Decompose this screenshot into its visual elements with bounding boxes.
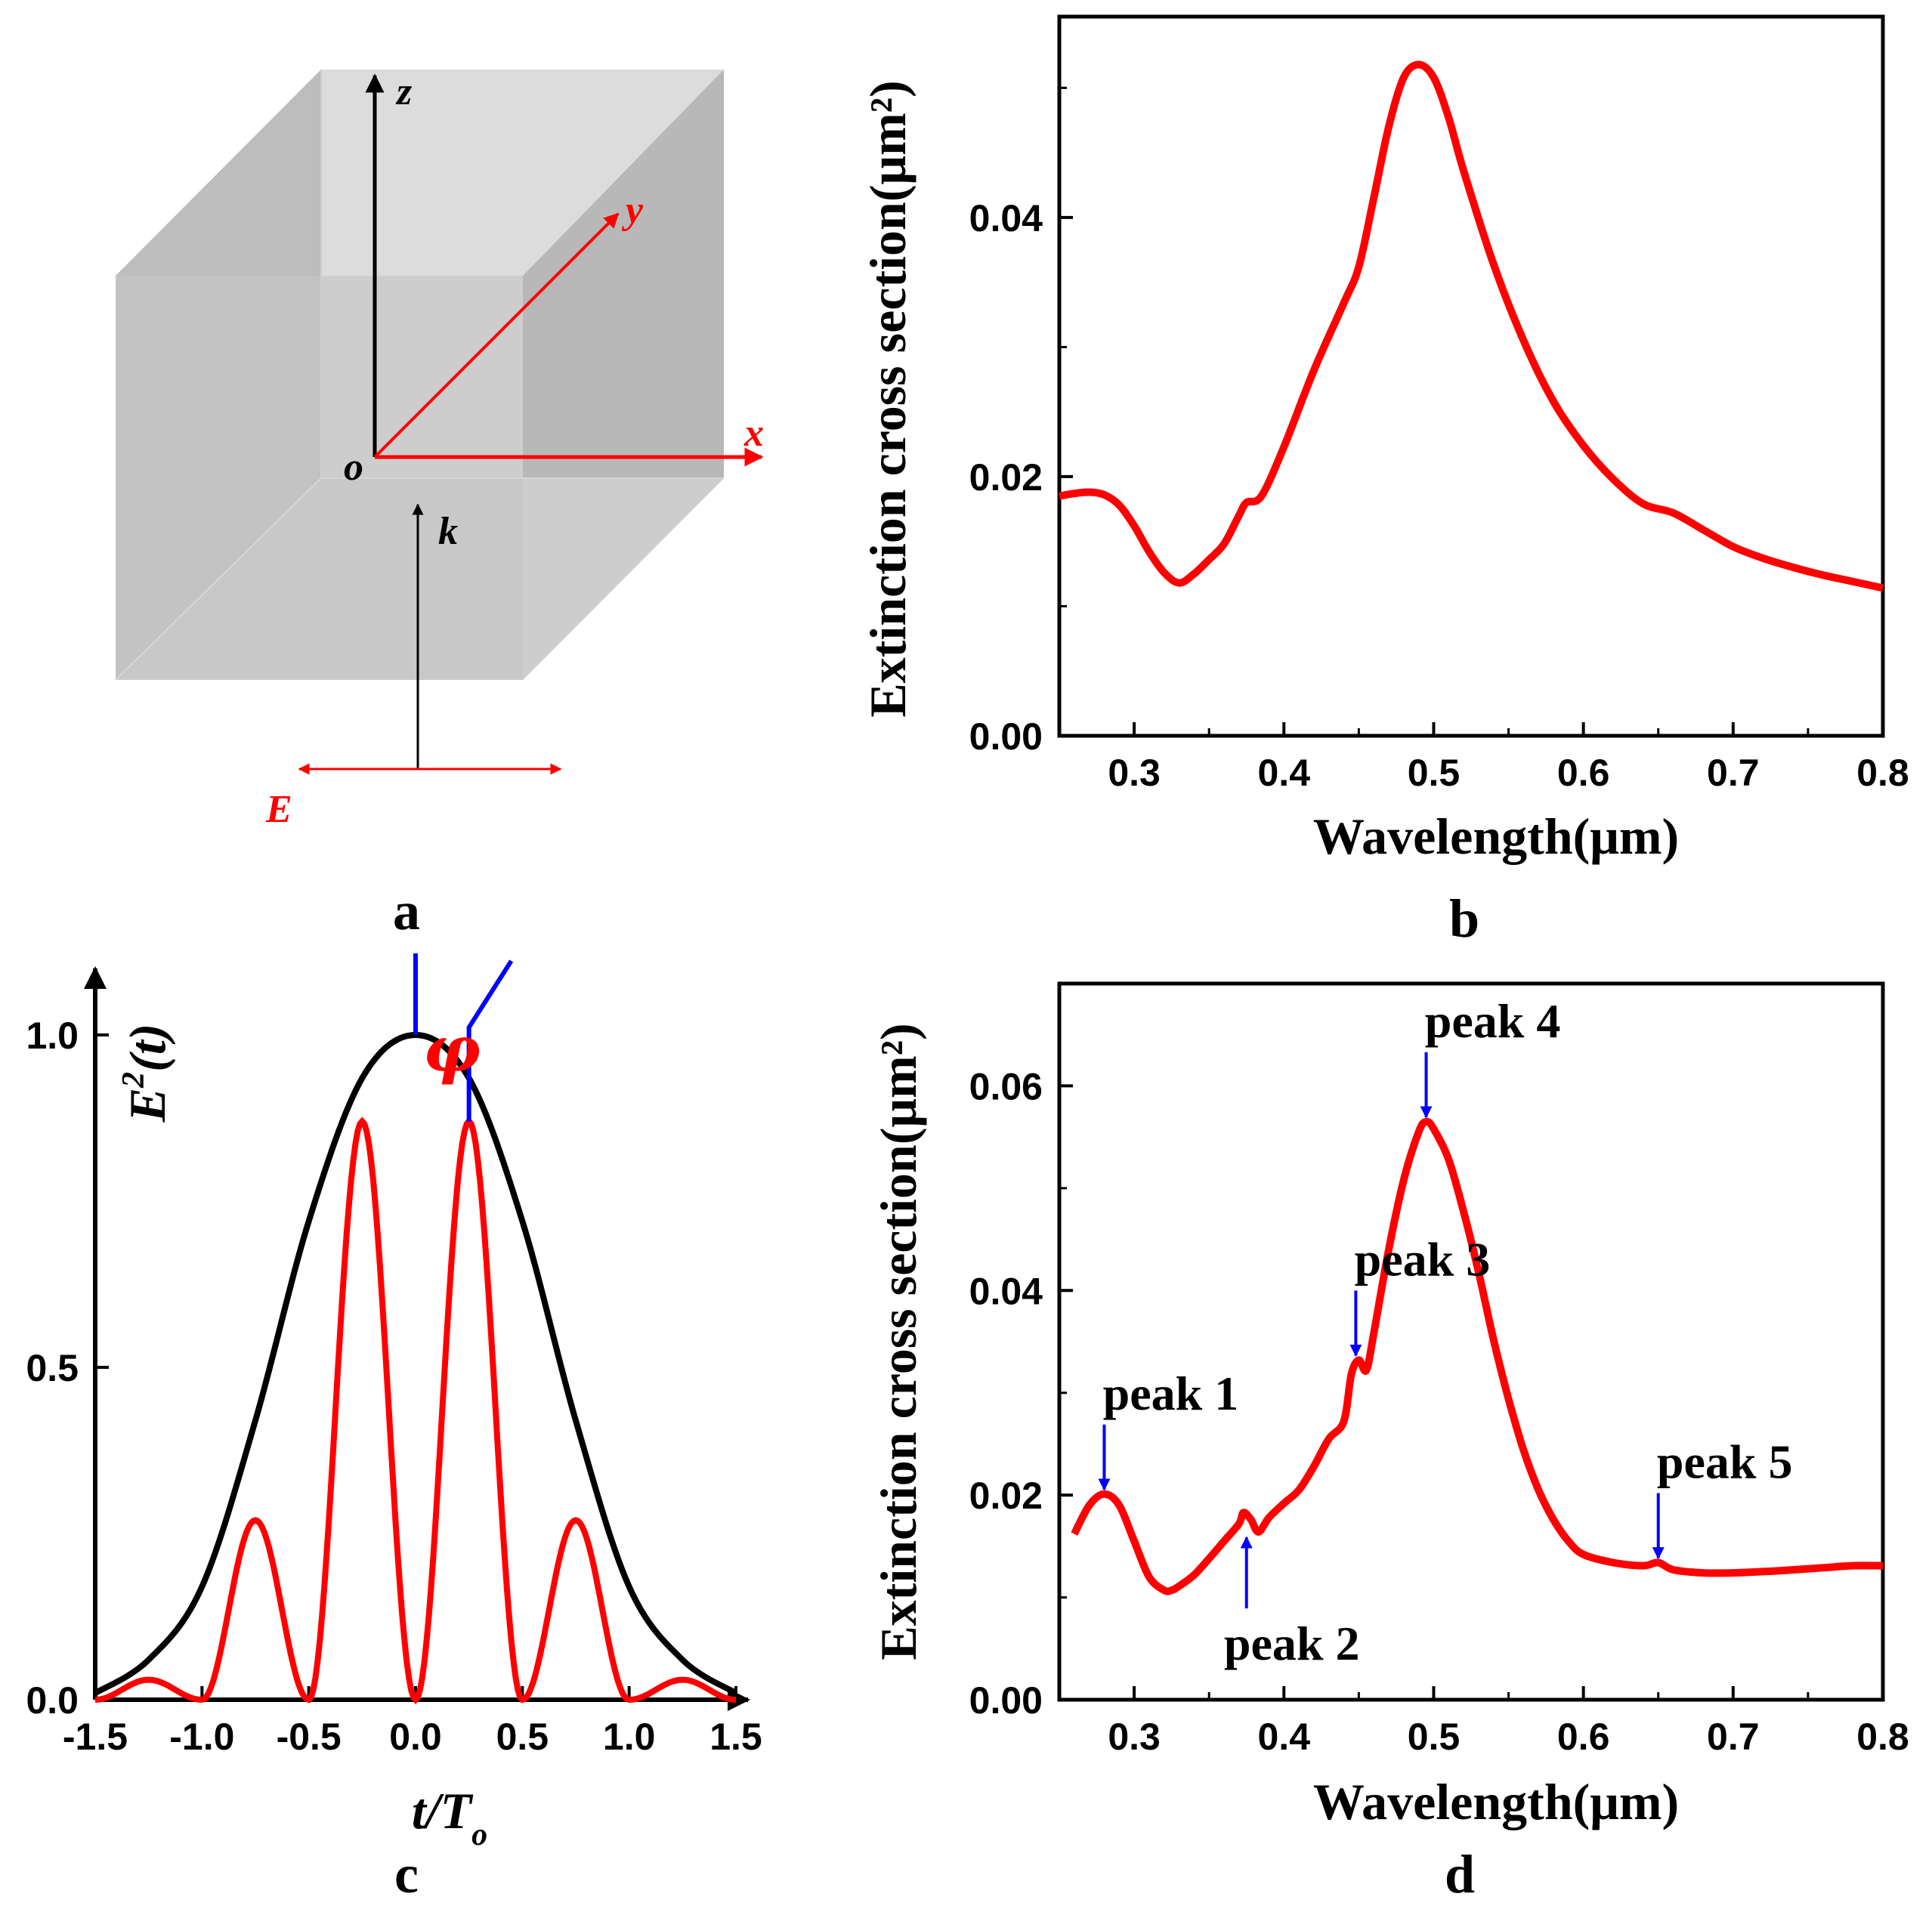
peak-label: peak 4	[1425, 994, 1561, 1048]
x-tick-label: 1.0	[603, 1716, 656, 1758]
x-tick-label: 0.3	[1108, 1716, 1161, 1758]
peak-label: peak 2	[1224, 1617, 1360, 1670]
origin-label: o	[344, 446, 363, 489]
x-tick-label: 0.0	[389, 1716, 442, 1758]
y-axis-label: Extinction cross section(μm²)	[859, 80, 917, 717]
ticks	[94, 1033, 737, 1701]
x-axis-label: Wavelength(μm)	[1313, 808, 1679, 865]
x-tick-label: 0.6	[1557, 752, 1610, 794]
y-tick-label: 0.5	[26, 1347, 79, 1389]
plot-frame	[1057, 14, 1885, 738]
x-tick-label: 0.8	[1856, 752, 1909, 794]
envelope-line	[93, 1031, 738, 1696]
k-vector-label: k	[438, 510, 458, 553]
x-tick-label: 0.4	[1258, 752, 1311, 794]
panel-a-label: a	[393, 881, 420, 941]
x-tick-label: 0.5	[1408, 752, 1461, 794]
y-axis-arrow	[373, 212, 620, 459]
phase-line-shifted	[466, 959, 514, 1122]
x-tick-label: 0.5	[496, 1716, 549, 1758]
series-line	[1059, 60, 1884, 592]
tick-labels: -1.5 -1.0 -0.5 0.0 0.5 1.0 1.5 0.0 0.5 1.0	[26, 1015, 762, 1758]
x-tick-label: 1.5	[709, 1716, 762, 1758]
y-tick-label: 0.04	[969, 197, 1043, 239]
y-axis-label: E2(t)	[116, 1024, 176, 1123]
x-axis-label-main: t/T	[412, 1782, 474, 1839]
cube-edge	[115, 477, 322, 681]
x-axis-label: t/To	[412, 1782, 487, 1852]
x-axis-label: Wavelength(μm)	[1313, 1773, 1679, 1830]
y-tick-label: 1.0	[26, 1015, 79, 1057]
peak-label: peak 5	[1657, 1435, 1793, 1489]
x-axis-label-sub: o	[471, 1818, 487, 1852]
chart-b: 0.3 0.4 0.5 0.6 0.7 0.8 0.00 0.02 0.04 Wavelengt…	[859, 14, 1909, 949]
ticks	[1059, 86, 1884, 737]
y-axis-label-tail: (t)	[119, 1024, 176, 1072]
y-axis-label: Extinction cross section(μm²)	[870, 1023, 927, 1660]
x-tick-label: 0.8	[1856, 1716, 1909, 1758]
plot-frame	[1057, 981, 1885, 1702]
ticks	[1059, 1084, 1884, 1701]
panel-c-label: c	[394, 1844, 419, 1904]
x-tick-label: 0.5	[1408, 1716, 1461, 1758]
tick-labels: 0.3 0.4 0.5 0.6 0.7 0.8 0.00 0.02 0.04	[969, 197, 1909, 794]
panel-d-label: d	[1445, 1844, 1475, 1904]
panel-b-label: b	[1449, 888, 1479, 949]
phase-label: φ	[423, 1012, 481, 1086]
peak-annotations: peak 1 peak 2 peak 3 peak 4 peak 5	[1098, 994, 1793, 1670]
x-tick-label: 0.3	[1108, 752, 1161, 794]
tick-labels: 0.3 0.4 0.5 0.6 0.7 0.8 0.00 0.02 0.04 0.06	[969, 1065, 1909, 1758]
x-tick-label: 0.7	[1707, 1716, 1760, 1758]
y-axis-label-main: E	[119, 1088, 176, 1123]
cube-front-face	[116, 276, 523, 680]
y-tick-label: 0.00	[969, 715, 1043, 758]
phase-marker	[413, 953, 514, 1122]
y-tick-label: 0.02	[969, 456, 1043, 499]
peak-label: peak 3	[1355, 1232, 1491, 1286]
y-tick-label: 0.02	[969, 1475, 1043, 1517]
x-tick-label: 0.7	[1707, 752, 1760, 794]
x-tick-label: -0.5	[277, 1716, 342, 1758]
series-line	[1071, 1117, 1884, 1595]
x-tick-label: 0.6	[1557, 1716, 1610, 1758]
y-tick-label: 0.06	[969, 1065, 1043, 1107]
x-tick-label: -1.0	[169, 1716, 234, 1758]
x-tick-label: -1.5	[63, 1716, 128, 1758]
x-tick-label: 0.4	[1258, 1716, 1311, 1758]
y-tick-label: 0.0	[26, 1679, 79, 1722]
peak-label: peak 1	[1103, 1367, 1239, 1420]
y-axis-label-sup: 2	[116, 1072, 151, 1089]
chart-d: peak 1 peak 2 peak 3 peak 4 peak 5 0.3 0.4 0.5…	[870, 981, 1909, 1904]
panel-a-diagram: z y x o k E a	[115, 69, 764, 941]
pulse-line	[94, 1117, 737, 1705]
e-field-label: E	[265, 788, 292, 831]
chart-c: -1.5 -1.0 -0.5 0.0 0.5 1.0 1.5 0.0 0.5 1.0 φ t/To…	[26, 953, 762, 1904]
z-axis-label: z	[395, 70, 413, 113]
x-axis-label: x	[743, 412, 764, 455]
y-tick-label: 0.04	[969, 1270, 1043, 1312]
y-tick-label: 0.00	[969, 1679, 1043, 1722]
